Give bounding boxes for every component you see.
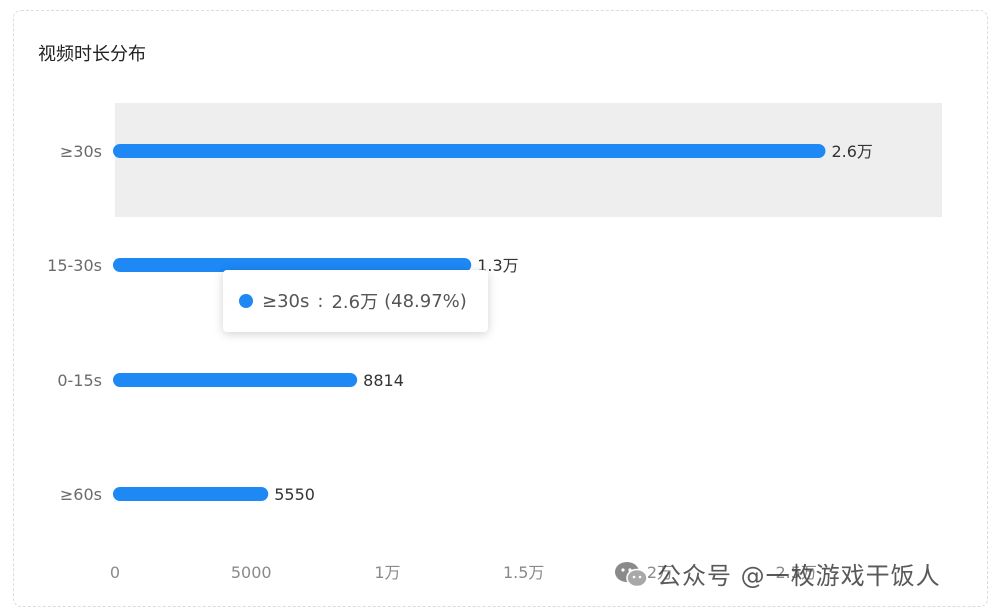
tooltip-separator: : [317,290,324,312]
tooltip-value: 2.6万 [331,292,379,313]
tooltip-percent: (48.97%) [384,290,467,312]
x-tick-label: 0 [110,563,120,582]
x-tick-label: 5000 [231,563,272,582]
x-tick-label: 2万 [647,563,673,582]
watermark: 公众号 @一枚游戏干饭人 [613,556,941,591]
highlight-band [115,103,942,217]
tooltip-series-dot [239,294,253,308]
x-tick-label: 1万 [374,563,400,582]
value-label: 8814 [363,371,404,390]
chart-tooltip: ≥30s : 2.6万 (48.97%) [223,270,488,332]
value-label: 2.6万 [831,142,872,161]
wechat-icon [615,561,648,587]
category-label: ≥30s [60,142,102,161]
x-tick-label: 2.5万 [775,563,816,582]
tooltip-category: ≥30s [262,290,310,312]
watermark-text: 公众号 @一枚游戏干饭人 [657,562,941,590]
category-label: 0-15s [57,371,102,390]
category-label: 15-30s [47,256,102,275]
category-label: ≥60s [60,485,102,504]
x-tick-label: 1.5万 [503,563,544,582]
chart-title: 视频时长分布 [38,44,146,65]
value-label: 5550 [274,485,315,504]
value-label: 1.3万 [477,256,518,275]
